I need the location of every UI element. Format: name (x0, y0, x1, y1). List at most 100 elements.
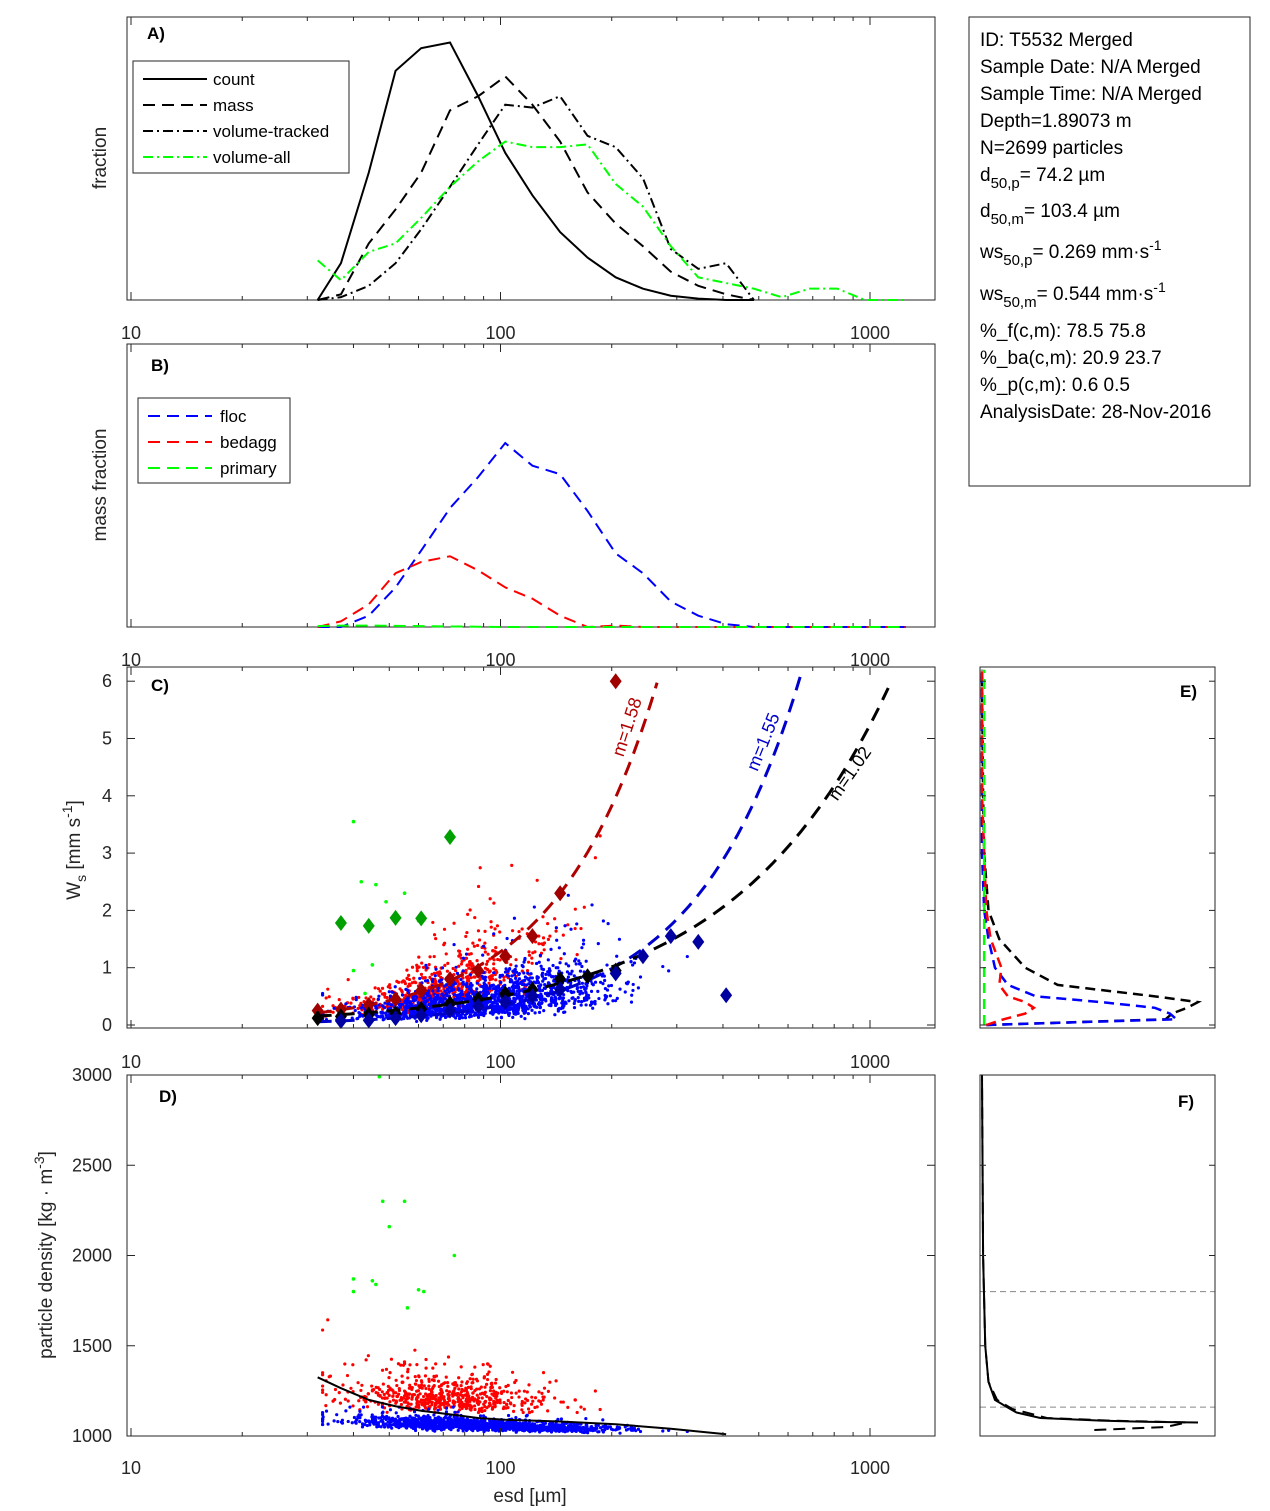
floc-point (573, 997, 577, 1002)
floc-point (630, 993, 634, 997)
bin-mean-diamond-floc (609, 965, 622, 982)
panel-b-ylabel: mass fraction (90, 429, 111, 542)
bedagg-point (444, 952, 448, 956)
y-tick-label: 6 (102, 671, 112, 691)
floc-point (606, 922, 610, 926)
info-sample-time: Sample Time: N/A Merged (980, 84, 1202, 105)
bedagg-point (460, 1380, 464, 1384)
floc-point (526, 971, 530, 975)
floc-point (513, 967, 517, 972)
floc-point (626, 980, 630, 984)
bedagg-point (509, 1391, 514, 1395)
bedagg-point (483, 966, 488, 970)
bedagg-point (473, 1389, 477, 1393)
floc-point (536, 1002, 541, 1006)
floc-point (346, 1419, 350, 1424)
info-d50p: d50,p= 74.2 µm (980, 165, 1105, 192)
floc-point (461, 980, 465, 984)
bedagg-point (476, 884, 481, 889)
bedagg-point (365, 1405, 370, 1409)
bedagg-point (422, 1384, 426, 1388)
bedagg-point (470, 1381, 474, 1385)
floc-point (517, 977, 522, 981)
floc-point (481, 953, 485, 957)
floc-point (534, 981, 538, 985)
bedagg-point (506, 1398, 510, 1403)
floc-point (381, 1422, 386, 1426)
floc-point (456, 1410, 460, 1414)
bedagg-point (412, 976, 416, 980)
floc-point (579, 989, 583, 993)
floc-point (591, 983, 595, 987)
bedagg-point (439, 975, 443, 979)
bin-mean-diamond-primary (415, 910, 428, 927)
floc-point (360, 1425, 365, 1429)
bedagg-point (433, 977, 437, 981)
bedagg-point (445, 1381, 450, 1385)
bedagg-point (520, 1408, 524, 1412)
panel-c-ylabel: Ws [mm s-1] (59, 800, 89, 900)
floc-point (436, 1408, 440, 1412)
bin-mean-diamond-bedagg (389, 991, 402, 1008)
bedagg-point (351, 1404, 355, 1408)
bedagg-point (400, 1007, 404, 1012)
floc-point (528, 976, 533, 980)
bedagg-point (465, 1394, 470, 1398)
bedagg-point (527, 950, 531, 954)
bedagg-point (561, 933, 565, 937)
floc-point (350, 1421, 354, 1425)
bedagg-point (517, 929, 521, 934)
bedagg-point (483, 1400, 487, 1404)
floc-point (492, 971, 496, 975)
floc-point (579, 1003, 583, 1007)
floc-point (576, 995, 580, 1000)
floc-point (593, 980, 598, 984)
bedagg-point (566, 1405, 570, 1409)
bedagg-point (598, 834, 602, 838)
bedagg-point (397, 1392, 401, 1396)
bedagg-point (483, 929, 487, 933)
bedagg-point (477, 1409, 482, 1413)
bedagg-point (320, 1371, 325, 1375)
series-line-bedagg (317, 555, 906, 629)
y-tick-label: 1000 (72, 1426, 112, 1446)
primary-point (405, 1306, 410, 1310)
bedagg-point (542, 1386, 547, 1390)
bedagg-point (465, 930, 469, 935)
bedagg-point (388, 986, 392, 990)
bedagg-point (428, 1400, 432, 1404)
floc-point (443, 1421, 448, 1425)
bin-mean-diamond-floc (389, 1010, 402, 1027)
bin-mean-diamond-floc (664, 928, 677, 945)
floc-point (539, 983, 543, 987)
bedagg-point (484, 962, 489, 966)
floc-point (608, 994, 612, 998)
panel-d-mean-line (317, 1376, 727, 1436)
floc-point (530, 1008, 534, 1012)
floc-point (552, 979, 556, 983)
floc-point (523, 1421, 528, 1426)
bedagg-point (468, 1377, 472, 1381)
floc-point (598, 980, 603, 984)
floc-point (357, 1413, 361, 1417)
floc-point (466, 1426, 470, 1430)
floc-point (543, 997, 548, 1002)
floc-point (512, 1012, 516, 1016)
floc-point (383, 1001, 387, 1005)
bedagg-point (366, 1392, 370, 1396)
bedagg-point (394, 1399, 398, 1403)
bedagg-point (459, 1384, 463, 1388)
floc-point (563, 1010, 567, 1014)
floc-point (392, 1418, 397, 1422)
bedagg-point (495, 1398, 500, 1403)
bedagg-point (394, 1378, 398, 1382)
floc-point (376, 997, 380, 1001)
floc-point (413, 1428, 418, 1433)
bedagg-point (423, 976, 427, 980)
floc-point (558, 961, 562, 965)
bedagg-point (451, 966, 455, 971)
info-d50m: d50,m= 103.4 µm (980, 201, 1120, 228)
bedagg-point (442, 927, 447, 931)
bedagg-point (487, 981, 491, 985)
floc-point (390, 1426, 394, 1430)
